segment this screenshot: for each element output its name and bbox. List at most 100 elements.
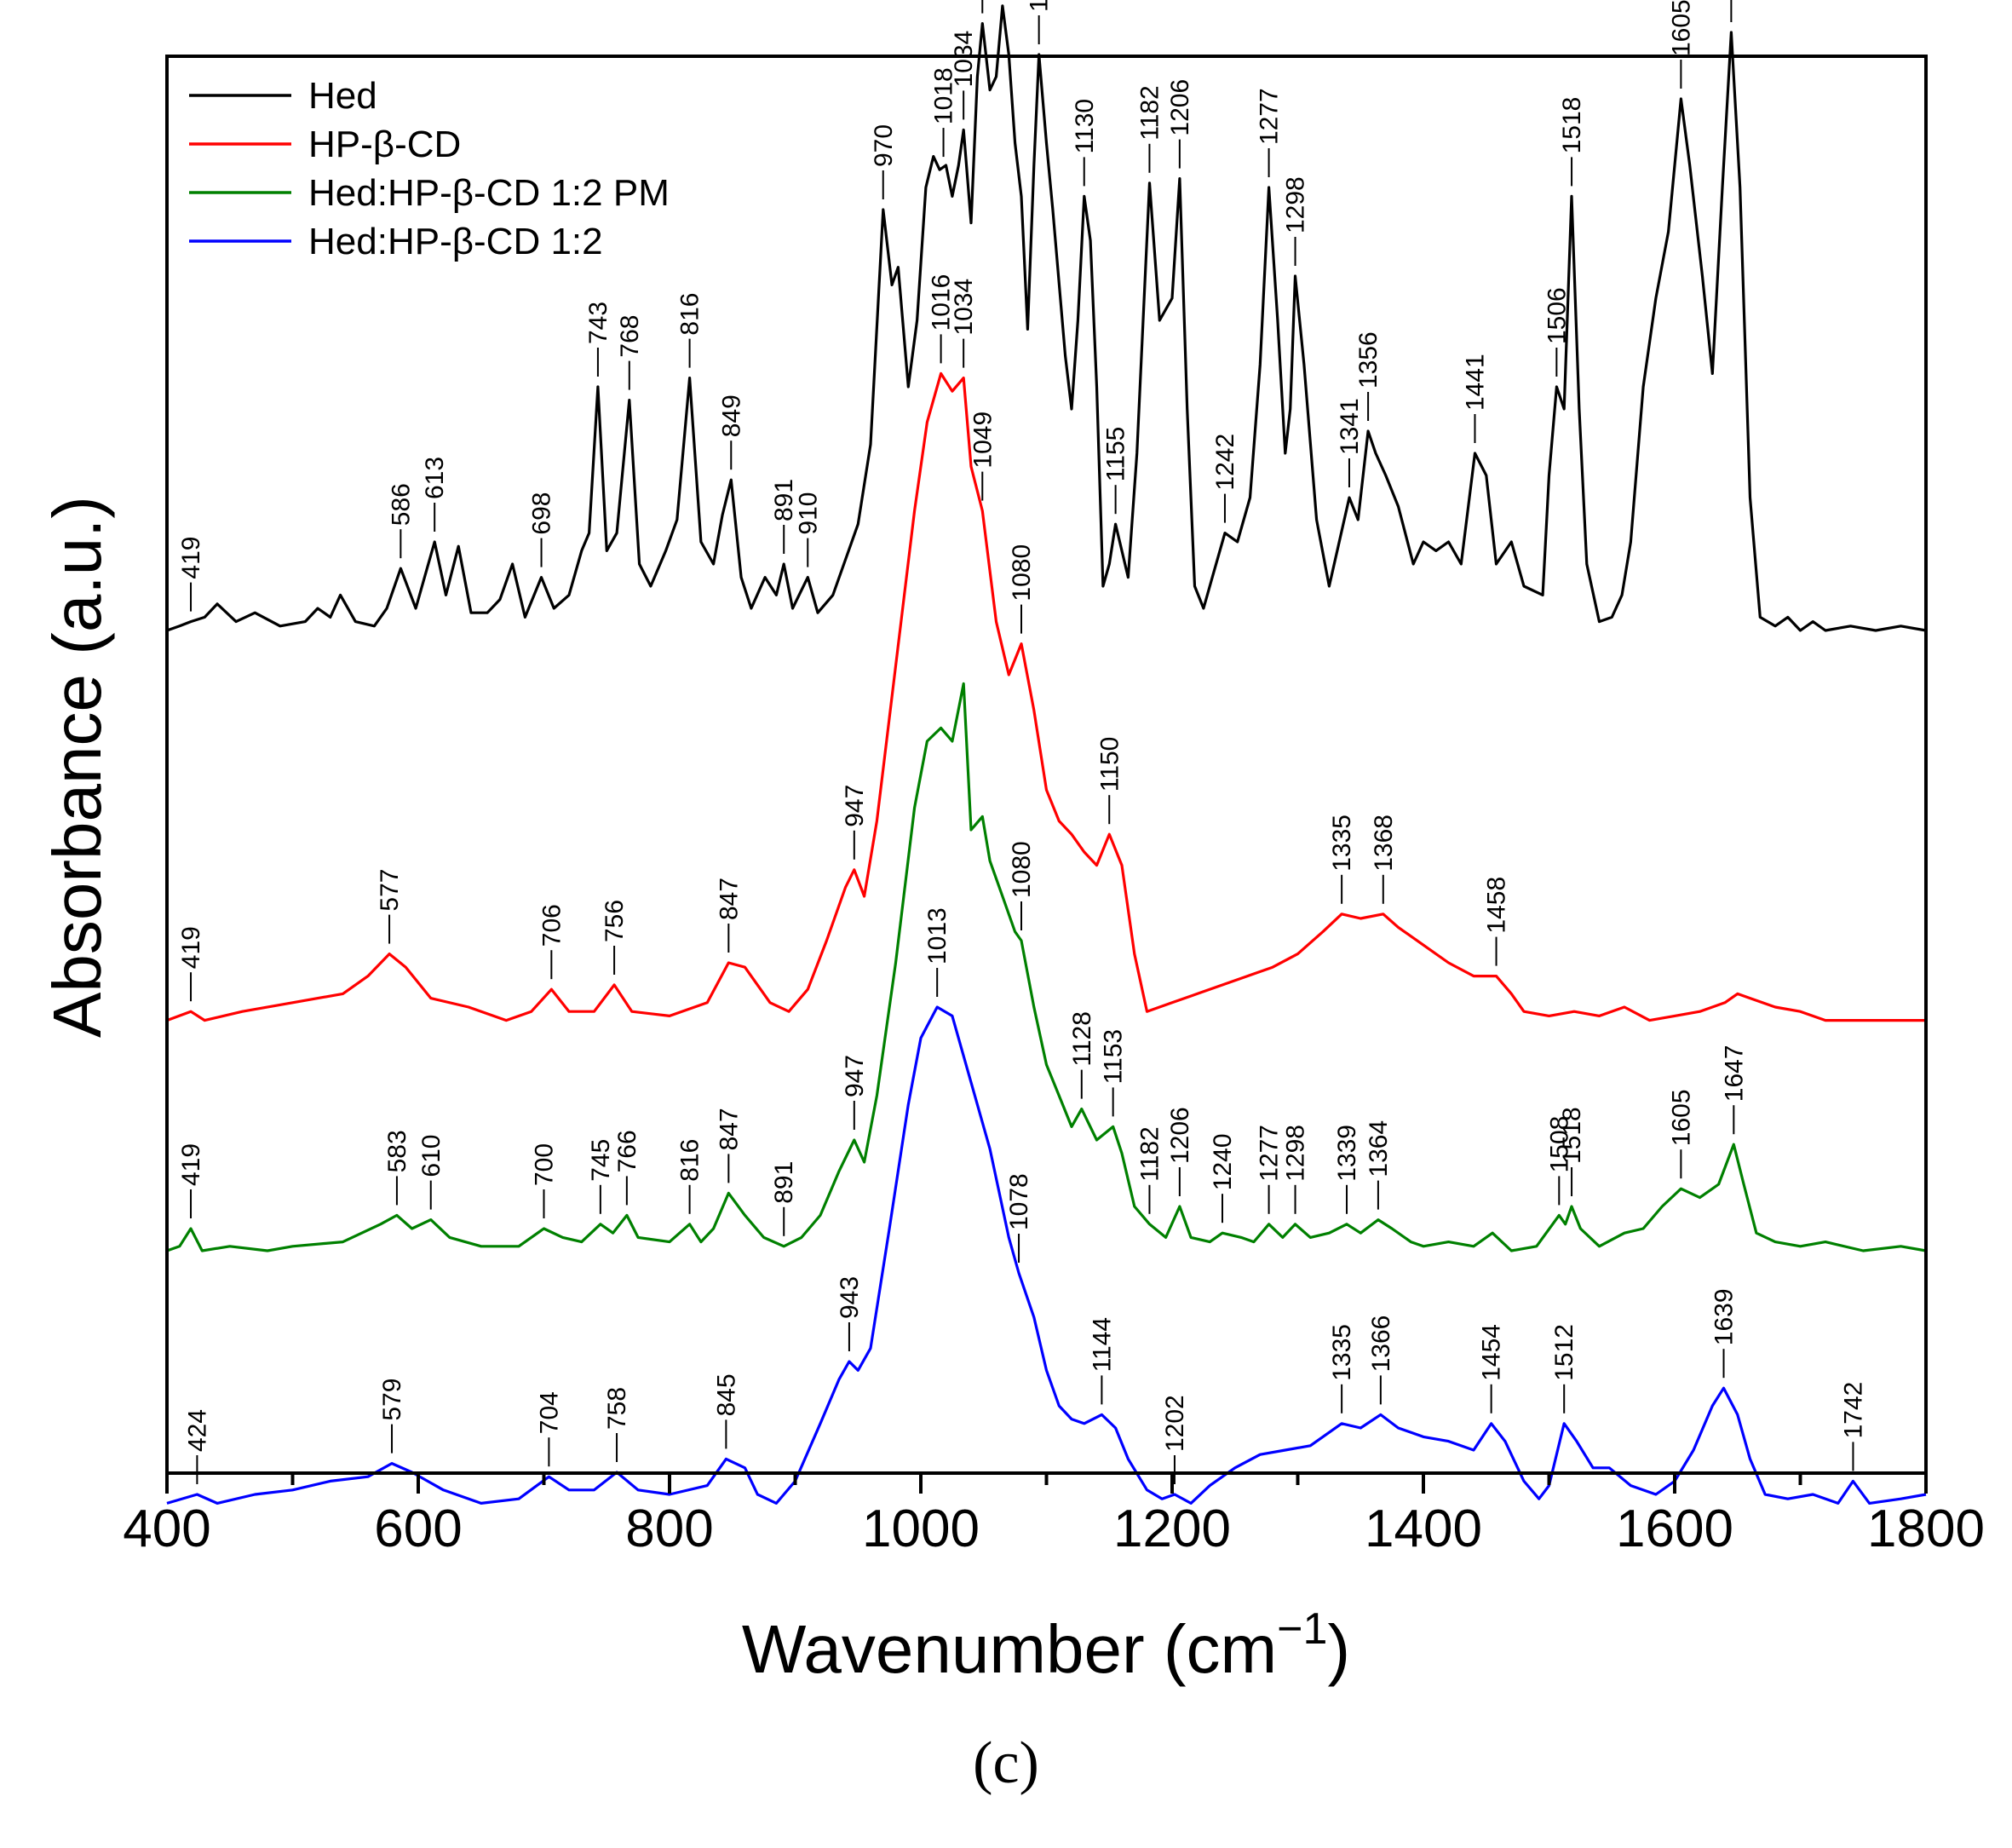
peak-label: 583	[383, 1130, 411, 1172]
peak-label: 847	[715, 878, 743, 920]
peak-label: 1639	[1710, 1288, 1739, 1345]
peak-label: 1150	[1095, 737, 1124, 792]
peak-label: 816	[676, 1139, 704, 1182]
peak-label: 910	[794, 492, 822, 535]
peak-label: 1202	[1161, 1395, 1189, 1452]
peak-label: 1335	[1328, 1324, 1356, 1381]
peak-label: 1506	[1543, 287, 1571, 344]
peak-label: 1240	[1209, 1133, 1237, 1190]
legend-entry: HP-β-CD	[308, 124, 461, 165]
peak-label: 1144	[1088, 1317, 1116, 1373]
peak-label: 1018	[930, 67, 958, 124]
peak-label: 1364	[1365, 1120, 1393, 1177]
peak-label: 1277	[1256, 88, 1284, 145]
peak-label: 577	[376, 869, 404, 912]
peak-label: 891	[770, 479, 798, 521]
peak-label: 847	[715, 1108, 743, 1150]
peak-label: 1277	[1256, 1125, 1284, 1182]
peak-label: 743	[584, 302, 612, 344]
peak-label: 758	[603, 1387, 631, 1430]
x-tick-label: 1400	[1365, 1500, 1482, 1558]
peak-label: 1454	[1478, 1324, 1506, 1381]
peak-label: 1153	[1100, 1029, 1128, 1085]
legend-entry: Hed	[308, 75, 377, 117]
peak-label: 1508	[1545, 1116, 1573, 1173]
peak-label: 1078	[1005, 1173, 1033, 1230]
peak-label: 947	[841, 1055, 869, 1097]
peak-label: 1605	[1667, 1089, 1695, 1146]
peak-label: 891	[770, 1161, 798, 1204]
peak-label: 1206	[1166, 79, 1194, 136]
peak-label: 1182	[1136, 1126, 1164, 1182]
legend-entry: Hed:HP-β-CD 1:2 PM	[308, 172, 670, 214]
x-tick-label: 1800	[1867, 1500, 1985, 1558]
peak-label: 816	[676, 293, 704, 336]
series-layer	[166, 4, 1927, 1505]
peak-label: 1441	[1462, 354, 1490, 411]
peak-label: 1016	[928, 274, 956, 331]
peak-label: 943	[836, 1276, 864, 1319]
series-line-2	[166, 371, 1926, 1022]
peak-label: 845	[712, 1373, 740, 1416]
peak-label: 706	[537, 904, 566, 947]
peak-label: 698	[528, 492, 556, 535]
peak-label: 1013	[923, 907, 951, 964]
peak-label: 1341	[1336, 398, 1364, 455]
peak-label: 1206	[1166, 1107, 1194, 1164]
peak-label: 704	[535, 1391, 563, 1434]
series-line-3	[166, 682, 1927, 1252]
peak-label: 1080	[1008, 841, 1036, 898]
peak-label: 1094	[1026, 0, 1054, 12]
x-axis-label: Wavenumber (cm−1)	[742, 1604, 1350, 1687]
legend-entry: Hed:HP-β-CD 1:2	[308, 221, 603, 262]
x-tick-label: 1000	[862, 1500, 980, 1558]
peak-label: 1182	[1136, 85, 1164, 141]
series-line-1	[166, 4, 1927, 632]
peak-label: 745	[587, 1139, 615, 1182]
peak-label: 1335	[1328, 815, 1356, 872]
peak-label: 1605	[1667, 0, 1695, 56]
peak-label: 700	[531, 1143, 559, 1186]
peak-label: 419	[177, 537, 205, 579]
series-line-4	[166, 1005, 1927, 1505]
peak-label: 1298	[1282, 1125, 1310, 1182]
peak-label: 1647	[1720, 1045, 1748, 1102]
peak-label: 1034	[950, 31, 978, 88]
peak-label: 1130	[1071, 99, 1099, 154]
peak-label: 1366	[1367, 1315, 1395, 1373]
x-axis-ticks: 400 600 800 1000 1200 1400 1600 1800	[123, 1473, 1985, 1558]
legend: Hed HP-β-CD Hed:HP-β-CD 1:2 PM Hed:HP-β-CD …	[189, 75, 670, 262]
peak-label: 1512	[1550, 1324, 1578, 1381]
peak-label: 1242	[1211, 434, 1239, 491]
peak-label: 970	[870, 124, 898, 167]
peak-label: 1298	[1282, 176, 1310, 233]
peak-label: 1080	[1008, 544, 1036, 602]
peak-label: 947	[841, 785, 869, 827]
peak-label: 613	[421, 457, 449, 499]
peak-label: 1339	[1333, 1125, 1361, 1182]
panel-label: (c)	[973, 1730, 1039, 1796]
peak-label: 579	[378, 1379, 406, 1421]
peak-label: 1458	[1483, 877, 1511, 934]
peak-label: 424	[183, 1409, 211, 1452]
peak-label: 1356	[1354, 331, 1383, 389]
peak-label: 1368	[1370, 815, 1398, 872]
peak-label: 1518	[1558, 1107, 1586, 1164]
x-tick-label: 1600	[1616, 1500, 1733, 1558]
peak-label: 768	[616, 315, 644, 358]
x-tick-label: 600	[374, 1500, 462, 1558]
peak-label: 1049	[969, 412, 997, 469]
peak-label: 419	[177, 926, 205, 969]
y-axis-label: Absorbance (a.u.)	[39, 496, 115, 1038]
peak-label: 1518	[1558, 97, 1586, 154]
peak-label: 1034	[950, 279, 978, 336]
x-tick-label: 800	[625, 1500, 713, 1558]
peak-label: 756	[601, 900, 629, 942]
peak-label: 1128	[1068, 1011, 1096, 1067]
peak-label: 610	[417, 1135, 446, 1177]
peak-label: 1155	[1102, 427, 1130, 482]
peak-label: 766	[613, 1130, 641, 1172]
x-tick-label: 400	[123, 1500, 210, 1558]
x-tick-label: 1200	[1113, 1500, 1231, 1558]
